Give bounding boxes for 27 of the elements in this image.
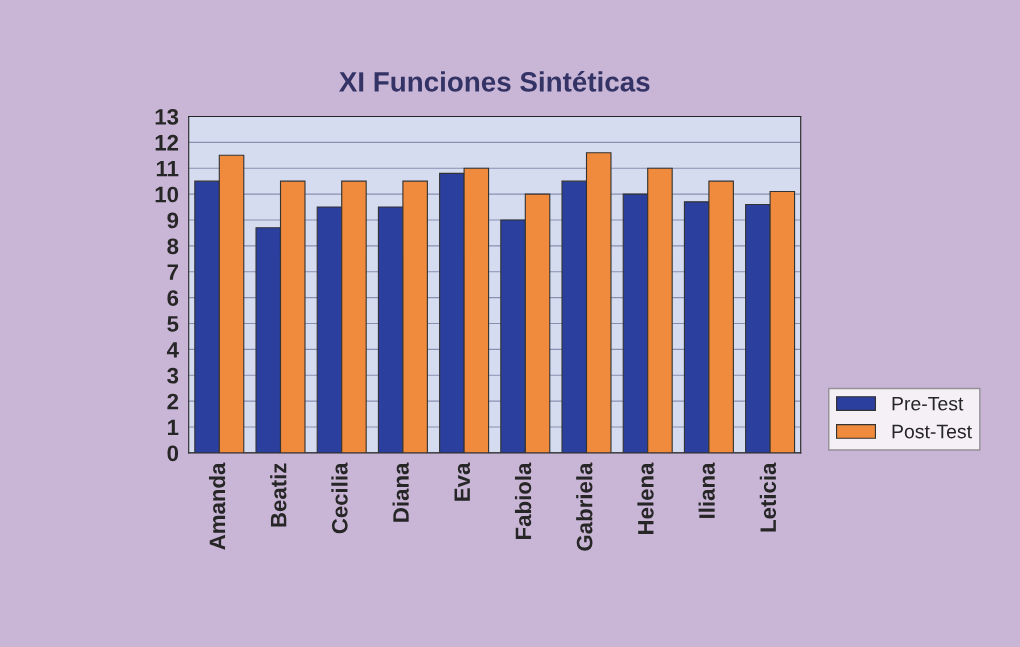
y-tick-label: 6 [167,290,179,306]
x-tick-label: Eva [454,462,471,501]
y-tick-label: 0 [167,445,179,462]
y-tick-label: 3 [167,367,179,384]
y-tick-label: 7 [167,264,178,280]
x-tick-label: Leticia [759,462,777,532]
x-tick-label: Beatiz [270,463,287,527]
y-tick-label: 10 [155,186,179,203]
x-tick-label: Amanda [208,462,226,550]
x-tick-label: Helena [637,462,654,534]
y-tick-label: 2 [167,393,179,410]
y-tick-label: 5 [167,316,179,332]
chart-title: XI Funciones Sintéticas [339,71,650,92]
y-tick-label: 8 [167,238,179,255]
y-tick-label: 4 [166,342,179,358]
y-tick-label: 12 [155,134,179,151]
legend-label: Post-Test [892,424,972,439]
x-tick-label: Fabiola [514,462,532,539]
x-tick-label: Cecilia [331,462,348,534]
y-tick-label: 1 [168,419,179,436]
legend-label: Pre-Test [892,396,964,411]
x-tick-label: Diana [392,462,409,522]
x-tick-label: Gabriela [576,462,593,551]
x-tick-label: Iliana [698,462,715,518]
y-tick-label: 13 [155,108,179,125]
y-tick-label: 11 [156,160,179,177]
y-tick-label: 9 [167,212,179,229]
